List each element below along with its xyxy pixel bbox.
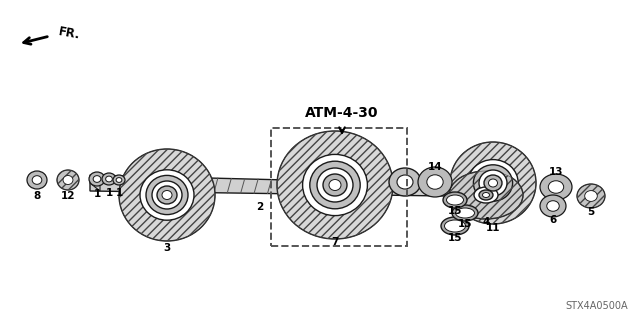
Text: 13: 13 bbox=[548, 167, 563, 177]
Ellipse shape bbox=[468, 160, 518, 206]
Text: 12: 12 bbox=[61, 191, 76, 201]
Ellipse shape bbox=[397, 175, 413, 189]
Ellipse shape bbox=[146, 175, 188, 215]
Polygon shape bbox=[90, 175, 100, 191]
Text: 4: 4 bbox=[483, 217, 490, 227]
Ellipse shape bbox=[474, 187, 498, 203]
Ellipse shape bbox=[456, 208, 474, 218]
Text: 15: 15 bbox=[448, 206, 462, 216]
Text: 8: 8 bbox=[33, 191, 40, 201]
Text: 15: 15 bbox=[448, 233, 462, 243]
Polygon shape bbox=[90, 175, 445, 196]
Ellipse shape bbox=[443, 192, 467, 208]
Text: STX4A0500A: STX4A0500A bbox=[565, 301, 628, 311]
Ellipse shape bbox=[540, 195, 566, 217]
Text: 2: 2 bbox=[257, 202, 264, 212]
Text: 1: 1 bbox=[93, 189, 100, 199]
Ellipse shape bbox=[540, 174, 572, 200]
Ellipse shape bbox=[484, 175, 502, 191]
Ellipse shape bbox=[389, 168, 421, 196]
Ellipse shape bbox=[445, 220, 465, 232]
Ellipse shape bbox=[450, 142, 536, 224]
Ellipse shape bbox=[116, 178, 122, 182]
Ellipse shape bbox=[277, 131, 393, 239]
Ellipse shape bbox=[113, 175, 125, 185]
Ellipse shape bbox=[152, 181, 182, 209]
Text: 15: 15 bbox=[458, 219, 472, 229]
Ellipse shape bbox=[427, 175, 443, 189]
Text: 3: 3 bbox=[163, 243, 171, 253]
Ellipse shape bbox=[452, 205, 478, 221]
Bar bbox=[271, 128, 407, 246]
Text: ATM-4-30: ATM-4-30 bbox=[305, 106, 379, 120]
Text: 1: 1 bbox=[106, 188, 113, 198]
Ellipse shape bbox=[474, 165, 513, 201]
Ellipse shape bbox=[63, 175, 73, 184]
Ellipse shape bbox=[89, 172, 105, 186]
Ellipse shape bbox=[317, 168, 353, 202]
Ellipse shape bbox=[102, 173, 116, 185]
Ellipse shape bbox=[585, 190, 597, 201]
Ellipse shape bbox=[106, 176, 113, 182]
Ellipse shape bbox=[93, 176, 101, 182]
Ellipse shape bbox=[323, 174, 347, 196]
Ellipse shape bbox=[57, 170, 79, 190]
Text: FR.: FR. bbox=[57, 25, 81, 41]
Ellipse shape bbox=[32, 176, 42, 184]
Ellipse shape bbox=[577, 184, 605, 208]
Ellipse shape bbox=[479, 190, 493, 200]
Ellipse shape bbox=[310, 161, 360, 209]
Ellipse shape bbox=[27, 171, 47, 189]
Ellipse shape bbox=[162, 190, 172, 199]
Ellipse shape bbox=[488, 179, 497, 187]
Ellipse shape bbox=[119, 149, 215, 241]
Ellipse shape bbox=[418, 167, 452, 197]
Ellipse shape bbox=[447, 195, 463, 205]
Ellipse shape bbox=[441, 217, 469, 235]
Text: 5: 5 bbox=[588, 207, 595, 217]
Ellipse shape bbox=[479, 170, 507, 196]
Ellipse shape bbox=[548, 181, 564, 193]
Text: 1: 1 bbox=[115, 188, 123, 198]
Ellipse shape bbox=[303, 154, 367, 216]
Text: 6: 6 bbox=[549, 215, 557, 225]
Text: 11: 11 bbox=[486, 223, 500, 233]
Ellipse shape bbox=[157, 186, 177, 204]
Ellipse shape bbox=[449, 171, 523, 219]
Text: 14: 14 bbox=[428, 162, 442, 172]
Ellipse shape bbox=[329, 180, 341, 190]
Ellipse shape bbox=[140, 170, 194, 220]
Ellipse shape bbox=[547, 201, 559, 211]
Ellipse shape bbox=[483, 192, 490, 197]
Text: 7: 7 bbox=[332, 237, 339, 247]
